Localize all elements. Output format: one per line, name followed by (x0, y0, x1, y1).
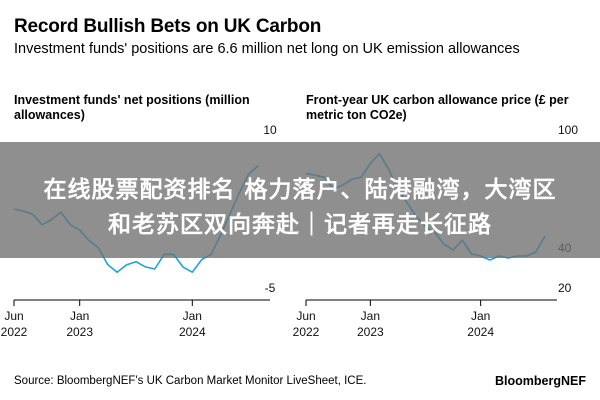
left-x-tick-label-2-year: 2024 (179, 325, 206, 339)
overlay-headline-line-1: 在线股票配资排名 格力落户、陆港融湾，大湾区 (43, 177, 557, 203)
left-x-tick-label-1-month: Jan (70, 309, 89, 323)
right-panel-title: Front-year UK carbon allowance price (£ … (306, 93, 569, 122)
right-y-tick-label-2: 20 (558, 281, 572, 295)
right-x-tick-label-2-year: 2024 (467, 325, 494, 339)
right-y-tick-label-0: 100 (558, 123, 578, 137)
right-x-tick-label-1-year: 2023 (357, 325, 384, 339)
chart-title: Record Bullish Bets on UK Carbon (14, 16, 322, 37)
left-x-tick-label-0-year: 2022 (1, 325, 28, 339)
left-y-tick-label-1: -5 (265, 281, 276, 295)
right-x-tick-label-0-year: 2022 (293, 325, 320, 339)
source-note: Source: BloombergNEF's UK Carbon Market … (14, 375, 367, 387)
right-x-tick-label-0-month: Jun (296, 309, 315, 323)
left-x-tick-label-2-month: Jan (183, 309, 202, 323)
left-x-tick-label-0-month: Jun (4, 309, 23, 323)
left-y-tick-label-0: 10 (263, 123, 277, 137)
right-x-tick-label-1-month: Jan (361, 309, 380, 323)
left-x-tick-label-1-year: 2023 (66, 325, 93, 339)
overlay-banner: 在线股票配资排名 格力落户、陆港融湾，大湾区 和老苏区双向奔赴｜记者再走长征路 (0, 142, 600, 258)
left-panel-title: Investment funds' net positions (million… (14, 93, 250, 122)
overlay-headline-line-2: 和老苏区双向奔赴｜记者再走长征路 (108, 212, 492, 238)
right-x-tick-label-2-month: Jan (471, 309, 490, 323)
chart-subtitle: Investment funds' positions are 6.6 mill… (14, 41, 520, 57)
brand-logo: BloombergNEF (495, 374, 586, 388)
